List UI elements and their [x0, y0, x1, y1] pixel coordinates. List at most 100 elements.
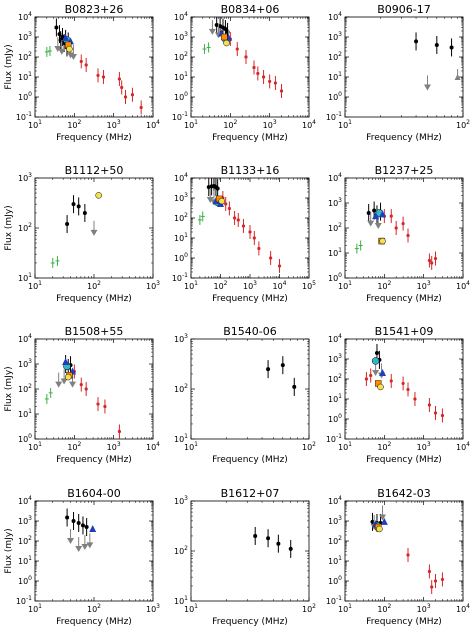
upper-limit-marker	[372, 369, 380, 376]
yellow-point	[218, 197, 225, 205]
y-tick-label: 101	[328, 71, 342, 82]
plot-frame	[190, 16, 310, 118]
blue-point	[379, 210, 387, 218]
panel-b1612+07: B1612+07 101 102 101 102 103 Frequency (MHz)	[174, 487, 316, 627]
x-tick-label: 103	[146, 603, 160, 614]
y-tick-label: 104	[18, 333, 32, 344]
x-tick-label: 104	[272, 280, 286, 291]
y-tick-label: 104	[18, 11, 32, 22]
red-point	[130, 93, 135, 97]
x-axis-label: Frequency (MHz)	[56, 455, 132, 465]
black-point	[449, 45, 454, 50]
black-point	[65, 515, 70, 520]
x-tick-label: 102	[67, 119, 81, 130]
y-tick-label: 102	[174, 212, 188, 223]
x-tick-label: 102	[377, 441, 391, 452]
y-tick-label: 103	[18, 515, 32, 526]
y-tick-label: 104	[328, 333, 342, 344]
black-point	[60, 35, 65, 39]
x-tick-label: 102	[87, 280, 101, 291]
x-tick-label: 104	[456, 280, 470, 291]
plot-frame	[34, 338, 154, 440]
cyan-point	[371, 357, 380, 365]
red-point	[430, 585, 434, 589]
y-tick-label: 100	[328, 91, 342, 102]
plot-frame	[344, 177, 464, 279]
red-point	[427, 569, 432, 574]
y-tick-label: 102	[18, 383, 32, 394]
panel-title: B1540-06	[223, 325, 277, 338]
black-point	[223, 27, 228, 32]
red-point	[430, 261, 434, 265]
x-axis-label: Frequency (MHz)	[56, 617, 132, 627]
y-tick-label: 101	[328, 393, 342, 404]
red-point	[269, 256, 273, 260]
y-tick-label: 100	[18, 433, 32, 444]
red-point	[248, 230, 252, 234]
x-tick-label: 103	[107, 441, 121, 452]
black-point	[276, 541, 281, 546]
red-point	[120, 85, 124, 90]
y-tick-label: 10-1	[326, 595, 342, 606]
red-point	[257, 246, 261, 251]
x-tick-label: 103	[417, 603, 431, 614]
panel-title: B0823+26	[65, 3, 124, 16]
x-tick-label: 101	[184, 603, 198, 614]
black-point	[280, 363, 285, 368]
upper-limit-marker	[423, 84, 431, 91]
x-tick-label: 103	[107, 119, 121, 130]
orange-point	[221, 33, 228, 41]
x-axis-label: Frequency (MHz)	[366, 294, 442, 304]
upper-limit-marker	[67, 538, 75, 544]
data-points	[414, 32, 461, 91]
data-points	[364, 343, 445, 423]
panel-title: B0834+06	[221, 3, 280, 16]
y-tick-label: 102	[18, 51, 32, 62]
red-point	[117, 77, 122, 81]
panel-b1112+50: B1112+50 101 102 103 101 102 103 Frequency (MHz…	[4, 164, 160, 304]
y-tick-label: 100	[328, 413, 342, 424]
x-axis-label: Frequency (MHz)	[366, 617, 442, 627]
y-tick-label: 104	[18, 495, 32, 506]
red-point	[232, 216, 237, 220]
y-tick-label: 103	[174, 495, 188, 506]
blue-point	[372, 212, 380, 220]
y-tick-label: 10-1	[16, 111, 32, 122]
x-tick-label: 105	[302, 280, 316, 291]
x-tick-label: 102	[67, 441, 81, 452]
red-point	[433, 256, 438, 261]
red-point	[427, 403, 432, 407]
y-tick-label: 102	[174, 383, 188, 394]
yellow-point	[376, 525, 383, 533]
y-axis-label: Flux (mJy)	[4, 205, 14, 250]
panel-title: B1642-03	[377, 487, 431, 500]
red-point	[117, 429, 122, 434]
data-points	[354, 201, 438, 270]
plot-frame	[190, 338, 310, 440]
y-tick-label: 104	[328, 11, 342, 22]
x-tick-label: 104	[456, 441, 470, 452]
y-tick-label: 104	[174, 172, 188, 183]
red-point	[389, 379, 393, 383]
x-axis-label: Frequency (MHz)	[366, 133, 442, 143]
x-tick-label: 103	[146, 280, 160, 291]
x-tick-label: 102	[377, 280, 391, 291]
panel-b1133+16: B1133+16 101 102 103 104 105 10-1 100 101 102 103 1…	[172, 164, 316, 304]
panel-title: B0906-17	[377, 3, 431, 16]
red-point	[279, 89, 284, 93]
red-point	[252, 65, 256, 70]
black-point	[253, 533, 258, 538]
panel-b1541+09: B1541+09 101 102 103 104 10-1 100 101 102 103 104 F…	[326, 325, 470, 465]
panel-b1604-00: B1604-00 101 102 103 10-1 100 101 102 103 104 Freq…	[4, 487, 160, 627]
plot-frame	[344, 500, 464, 602]
red-point	[79, 59, 83, 64]
plot-frame	[34, 500, 154, 602]
yellow-point	[379, 237, 386, 245]
black-point	[374, 350, 379, 355]
black-point	[266, 536, 271, 541]
data-points	[65, 508, 97, 552]
y-tick-label: 10-1	[172, 272, 188, 283]
y-tick-label: 103	[18, 31, 32, 42]
y-tick-label: 102	[18, 535, 32, 546]
